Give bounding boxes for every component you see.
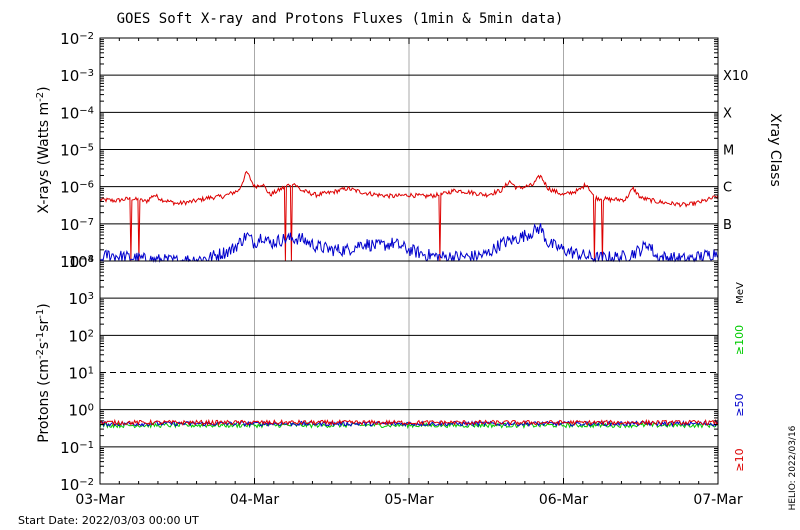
xray-class-label: X [723, 106, 732, 121]
proton-y-ticks: 104 103 102 101 100 10−1 10−2 [60, 253, 718, 494]
proton-series-line-2 [99, 418, 719, 427]
proton-y-tick-label: 103 [69, 290, 94, 308]
proton-gridlines [100, 261, 718, 484]
xray-y-axis-label: X-rays (Watts m-2) [35, 86, 53, 213]
proton-legend-label: ≥10 [733, 448, 746, 471]
xray-class-axis-label: Xray Class [767, 113, 783, 187]
xray-class-labels: X10 X M C B [723, 69, 748, 233]
xray-series-line-1 [99, 223, 719, 263]
proton-y-tick-label: 102 [69, 327, 94, 345]
start-date-label: Start Date: 2022/03/03 00:00 UT [18, 514, 199, 527]
xray-y-tick-label: 10−8 [60, 253, 94, 271]
x-tick-label: 03-Mar [75, 492, 125, 508]
helio-date-label: HELIO: 2022/03/16 [788, 425, 798, 510]
xray-series-group [99, 170, 719, 263]
proton-y-tick-label: 104 [69, 253, 94, 271]
proton-y-tick-label: 10−1 [60, 439, 94, 457]
x-tick-label: 06-Mar [539, 492, 589, 508]
x-axis-ticks: 03-Mar 04-Mar 05-Mar 06-Mar 07-Mar [75, 38, 743, 508]
x-tick-label: 04-Mar [230, 492, 280, 508]
xray-series-line-0 [99, 170, 719, 262]
xray-class-label: B [723, 218, 732, 233]
xray-y-tick-label: 10−3 [60, 67, 94, 85]
xray-y-tick-label: 10−4 [60, 104, 94, 122]
xray-class-label: C [723, 181, 732, 196]
x-tick-label: 07-Mar [693, 492, 743, 508]
xray-panel: 10−2 10−3 10−4 10−5 10−6 10−7 10−8 X10 X M C B X-r… [35, 30, 784, 271]
proton-unit-label: MeV [735, 282, 746, 304]
xray-class-label: X10 [723, 69, 748, 84]
proton-y-tick-label: 100 [69, 402, 94, 420]
proton-legend-label: ≥50 [733, 393, 746, 416]
xray-y-tick-label: 10−2 [60, 30, 94, 48]
proton-y-tick-label: 10−2 [60, 476, 94, 494]
proton-legend: ≥100 ≥50 ≥10 [733, 325, 746, 472]
proton-series-group [99, 418, 719, 430]
x-tick-label: 05-Mar [384, 492, 434, 508]
xray-y-ticks: 10−2 10−3 10−4 10−5 10−6 10−7 10−8 [60, 30, 718, 271]
proton-legend-label: ≥100 [733, 325, 746, 355]
xray-y-tick-label: 10−5 [60, 142, 94, 160]
xray-y-tick-label: 10−7 [60, 216, 94, 234]
chart-title: GOES Soft X-ray and Protons Fluxes (1min… [117, 11, 564, 27]
xray-y-tick-label: 10−6 [60, 179, 94, 197]
proton-y-tick-label: 101 [69, 365, 94, 383]
proton-series-line-1 [99, 420, 719, 428]
xray-gridlines [100, 38, 718, 261]
xray-class-label: M [723, 144, 734, 159]
protons-panel: 104 103 102 101 100 10−1 10−2 03-Mar 04-Mar 05-M… [35, 38, 746, 508]
proton-y-axis-label: Protons (cm-2s-1sr-1) [35, 303, 53, 442]
